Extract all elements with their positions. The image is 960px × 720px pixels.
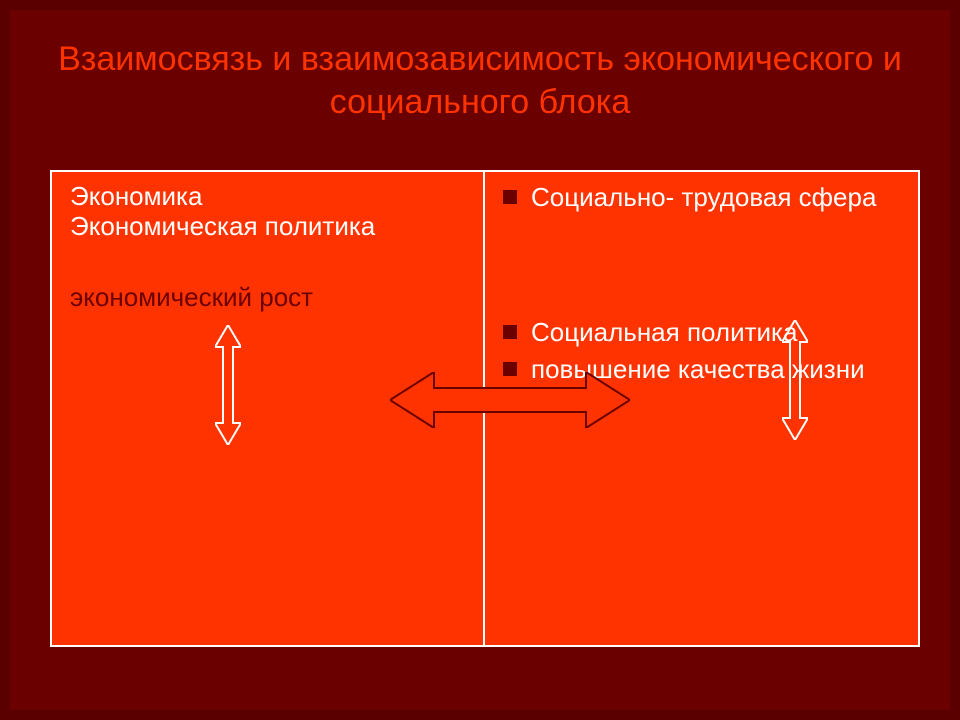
left-column: Экономика Экономическая политика экономи… [52,172,485,645]
bullet-icon [503,190,517,204]
bullet-1: Социально- трудовая сфера [503,182,900,213]
slide: Взаимосвязь и взаимозависимость экономич… [10,10,950,710]
bullet-2: Социальная политика [503,317,900,348]
bullet-2-text: Социальная политика [531,317,797,348]
bullet-1-text: Социально- трудовая сфера [531,182,876,213]
comparison-table: Экономика Экономическая политика экономи… [50,170,920,647]
right-column: Социально- трудовая сфера Социальная пол… [485,172,918,645]
econ-line-2: Экономическая политика [70,212,465,242]
bullet-3-text: повышение качества жизни [531,354,865,385]
bullet-icon [503,325,517,339]
bullet-icon [503,362,517,376]
econ-line-1: Экономика [70,182,465,212]
econ-growth: экономический рост [70,282,465,313]
slide-title: Взаимосвязь и взаимозависимость экономич… [10,10,950,143]
bullet-3: повышение качества жизни [503,354,900,385]
